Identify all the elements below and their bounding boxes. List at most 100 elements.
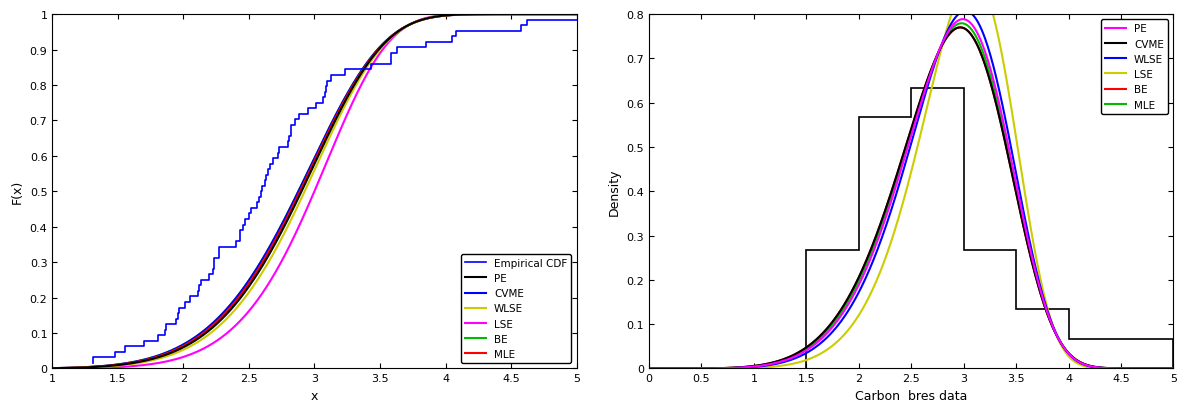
Line: CVME: CVME [52, 15, 589, 368]
WLSE [362, 62, 377, 67]
Line: LSE: LSE [52, 15, 589, 368]
WLSE [958, 9, 972, 14]
PE [781, 357, 795, 362]
LSE [140, 362, 154, 367]
Y-axis label: Density: Density [608, 168, 621, 216]
Empirical CDF [261, 167, 276, 172]
Line: PE: PE [52, 15, 589, 368]
Legend: Empirical CDF, PE, CVME, WLSE, LSE, BE, MLE: Empirical CDF, PE, CVME, WLSE, LSE, BE, … [461, 254, 571, 363]
Line: LSE: LSE [650, 0, 1184, 368]
MLE [954, 22, 968, 27]
X-axis label: x: x [311, 389, 318, 402]
LSE [582, 13, 596, 18]
MLE [959, 23, 973, 28]
PE [362, 60, 377, 65]
BE [404, 22, 418, 27]
PE [1000, 140, 1015, 145]
PE [1045, 325, 1060, 330]
LSE [289, 232, 303, 237]
CVME [1000, 151, 1015, 156]
CVME [582, 13, 596, 18]
MLE [738, 365, 752, 370]
MLE [643, 366, 657, 371]
MLE [884, 194, 898, 199]
BE [582, 13, 596, 18]
CVME [953, 26, 967, 31]
Empirical CDF [254, 189, 268, 194]
CVME [404, 22, 418, 27]
X-axis label: Carbon  bres data: Carbon bres data [855, 389, 967, 402]
CVME [1177, 366, 1188, 371]
WLSE [1045, 324, 1060, 329]
Empirical CDF [282, 140, 296, 145]
PE [738, 365, 752, 370]
LSE [1045, 323, 1060, 328]
BE [140, 356, 154, 361]
Line: Empirical CDF: Empirical CDF [93, 15, 589, 363]
LSE [1177, 366, 1188, 371]
Line: WLSE: WLSE [52, 15, 589, 368]
BE [1000, 151, 1015, 156]
WLSE [1177, 366, 1188, 371]
BE [781, 356, 795, 361]
WLSE [582, 13, 596, 18]
LSE [643, 366, 657, 371]
MLE [289, 199, 303, 204]
LSE [45, 366, 59, 371]
BE [884, 189, 898, 194]
MLE [450, 13, 465, 18]
CVME [738, 365, 752, 370]
WLSE [140, 359, 154, 364]
WLSE [45, 366, 59, 371]
CVME [884, 189, 898, 194]
LSE [362, 69, 377, 74]
CVME [450, 13, 465, 18]
PE [45, 366, 59, 371]
LSE [738, 366, 752, 371]
Line: BE: BE [52, 15, 589, 368]
BE [289, 195, 303, 200]
WLSE [450, 13, 465, 18]
LSE [1000, 83, 1015, 88]
MLE [582, 13, 596, 18]
WLSE [738, 365, 752, 370]
BE [183, 338, 197, 343]
BE [643, 366, 657, 371]
PE [404, 22, 418, 27]
BE [1045, 325, 1060, 330]
PE [450, 13, 465, 18]
Empirical CDF [283, 134, 297, 139]
WLSE [643, 366, 657, 371]
PE [959, 18, 973, 23]
CVME [1045, 325, 1060, 330]
BE [738, 365, 752, 370]
PE [1177, 366, 1188, 371]
Line: WLSE: WLSE [650, 12, 1184, 368]
CVME [643, 366, 657, 371]
MLE [1045, 325, 1060, 330]
Legend: PE, CVME, WLSE, LSE, BE, MLE: PE, CVME, WLSE, LSE, BE, MLE [1101, 20, 1168, 114]
LSE [581, 13, 595, 18]
LSE [450, 13, 465, 18]
CVME [289, 195, 303, 200]
PE [884, 198, 898, 203]
PE [956, 18, 971, 23]
PE [140, 358, 154, 363]
CVME [959, 28, 973, 33]
MLE [1177, 366, 1188, 371]
BE [45, 366, 59, 371]
BE [959, 28, 973, 33]
MLE [362, 59, 377, 64]
PE [582, 13, 596, 18]
LSE [884, 238, 898, 243]
BE [450, 13, 465, 18]
LSE [781, 363, 795, 368]
WLSE [959, 9, 973, 14]
WLSE [404, 22, 418, 27]
PE [289, 202, 303, 207]
LSE [404, 22, 418, 27]
MLE [1000, 145, 1015, 150]
CVME [45, 366, 59, 371]
WLSE [183, 344, 197, 349]
Line: MLE: MLE [650, 24, 1184, 368]
